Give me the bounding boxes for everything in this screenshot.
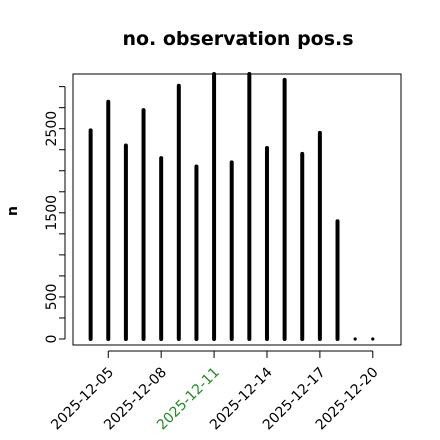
y-tick-label: 2500 — [44, 111, 60, 147]
y-tick-label: 500 — [44, 284, 60, 311]
y-axis: 0 500 1500 2500 — [44, 86, 66, 344]
bar — [371, 337, 375, 341]
bar — [353, 337, 357, 341]
y-axis-label: n — [5, 206, 21, 216]
bars-group — [88, 72, 375, 341]
chart-title: no. observation pos.s — [122, 28, 353, 50]
x-axis: 2025-12-052025-12-082025-12-112025-12-14… — [48, 350, 382, 433]
plot-frame — [72, 73, 402, 346]
y-tick-label: 1500 — [44, 195, 60, 231]
y-tick-label: 0 — [44, 335, 60, 344]
